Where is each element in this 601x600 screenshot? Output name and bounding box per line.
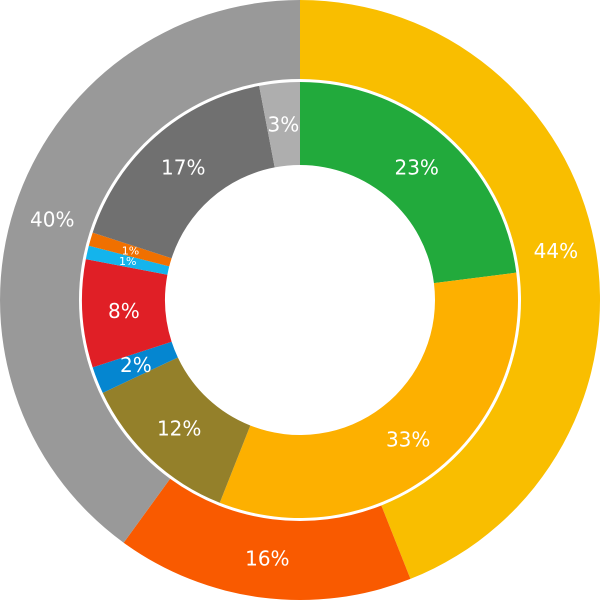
outer-slice-label-0: 44% — [534, 239, 578, 263]
inner-slice-label-4: 8% — [108, 299, 140, 323]
inner-slice-label-6: 1% — [122, 244, 139, 257]
inner-slice-7[interactable] — [92, 85, 275, 259]
inner-slice-8[interactable] — [259, 82, 300, 168]
inner-slice-2[interactable] — [102, 357, 251, 503]
inner-slice-1[interactable] — [219, 272, 518, 518]
inner-slice-3[interactable] — [92, 341, 178, 393]
inner-slice-label-1: 33% — [386, 427, 430, 451]
outer-slice-1[interactable] — [123, 478, 411, 600]
outer-slice-label-2: 40% — [30, 208, 74, 232]
inner-slice-label-2: 12% — [157, 417, 201, 441]
inner-ring: 23% 33% 12% 2% 8% 1%1% 17% 3% — [82, 82, 518, 518]
outer-slice-0[interactable] — [300, 0, 600, 579]
inner-slice-6[interactable] — [88, 232, 172, 267]
inner-slice-label-7: 17% — [161, 156, 205, 180]
inner-slice-label-5: 1% — [119, 255, 136, 268]
outer-slice-2[interactable] — [0, 0, 301, 543]
inner-slice-0[interactable] — [300, 82, 517, 284]
inner-slice-5[interactable] — [85, 245, 170, 275]
inner-slice-4[interactable] — [82, 259, 172, 368]
inner-slice-label-0: 23% — [394, 156, 438, 180]
inner-slice-label-8: 3% — [268, 112, 300, 136]
inner-slice-label-3: 2% — [120, 353, 152, 377]
outer-slice-label-1: 16% — [245, 546, 289, 570]
